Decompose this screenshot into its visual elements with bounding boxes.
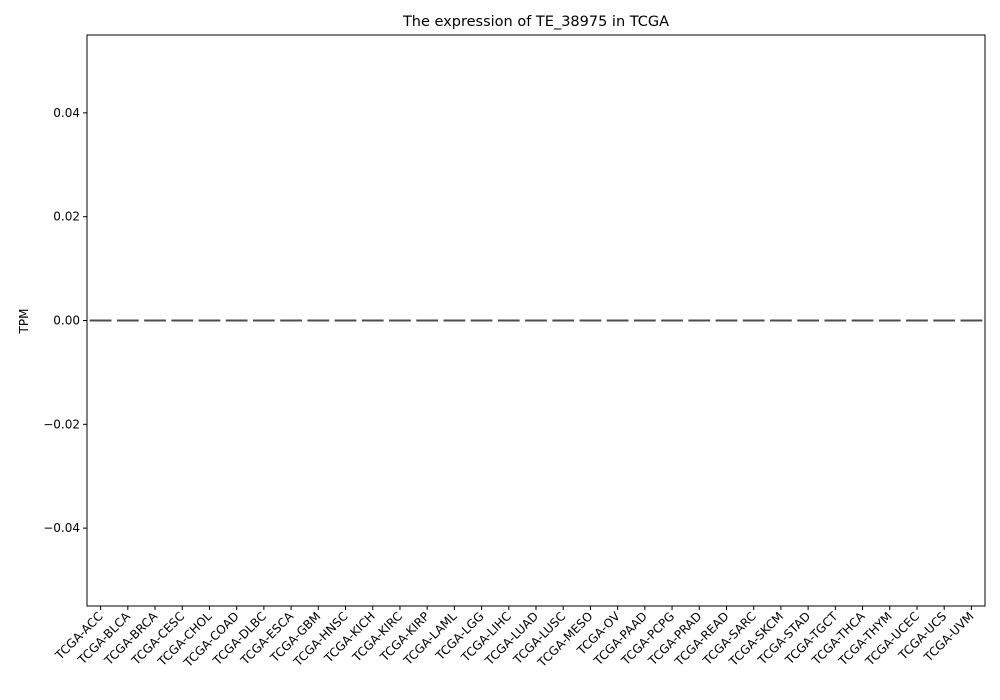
y-axis-label: TPM	[17, 309, 31, 335]
y-tick-label: −0.04	[43, 521, 80, 535]
plot-area-frame	[86, 34, 986, 607]
y-tick-label: −0.02	[43, 417, 80, 431]
y-tick-label: 0.04	[53, 106, 80, 120]
y-axis-ticks: 0.04 0.02 0.00 −0.02 −0.04	[43, 106, 87, 535]
x-axis-ticks: TCGA-ACCTCGA-BLCATCGA-BRCATCGA-CESCTCGA-…	[52, 606, 977, 670]
chart-title: The expression of TE_38975 in TCGA	[402, 14, 669, 30]
y-tick-label: 0.00	[53, 314, 80, 328]
y-tick-label: 0.02	[53, 210, 80, 224]
